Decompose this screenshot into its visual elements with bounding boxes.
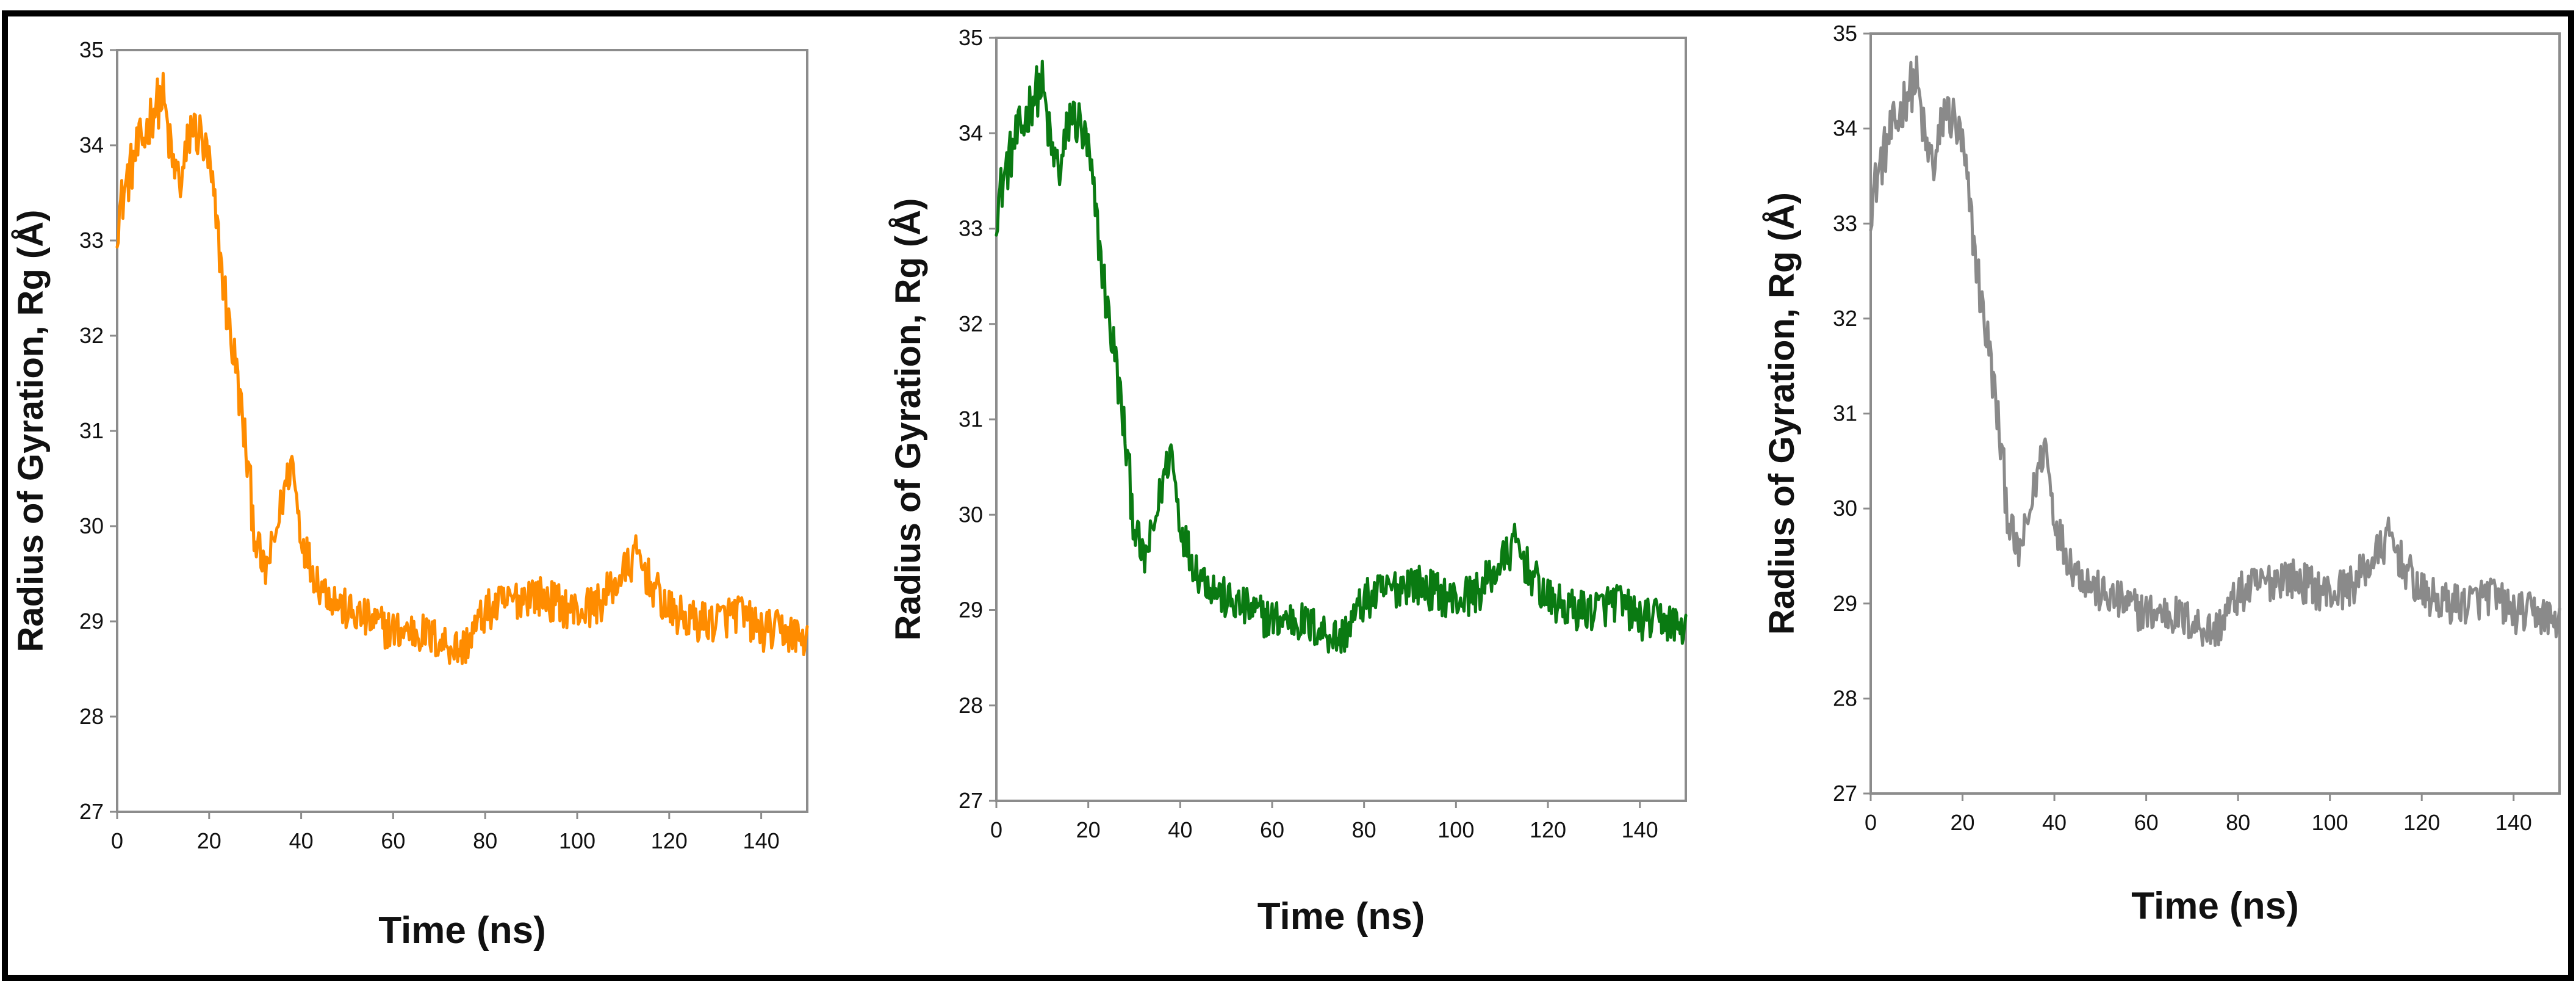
y-tick-label: 27 [959, 788, 983, 813]
x-tick-label: 120 [2403, 810, 2440, 835]
ticks-middle: 0 20 40 60 80 100 120 140 27 28 29 30 31 32 33 34 35 [959, 25, 1658, 842]
plot-area-middle [995, 37, 1687, 802]
x-tick-label: 40 [1168, 817, 1192, 842]
y-tick-label: 33 [1833, 211, 1857, 236]
x-tick-label: 100 [559, 828, 595, 853]
x-tick-label: 100 [2312, 810, 2348, 835]
x-tick-label: 0 [111, 828, 123, 853]
y-tick-label: 34 [79, 132, 104, 157]
y-tick-label: 29 [79, 609, 104, 634]
rg-series-left [115, 71, 809, 665]
y-axis-label-right: Radius of Gyration, Rg (Å) [1762, 192, 1802, 635]
x-tick-label: 20 [1076, 817, 1101, 842]
y-tick-label: 28 [959, 693, 983, 718]
y-tick-label: 30 [79, 513, 104, 538]
y-tick-label: 31 [959, 407, 983, 432]
y-tick-label: 29 [1833, 591, 1857, 616]
x-tick-label: 60 [381, 828, 405, 853]
chart-panel-right: 0 20 40 60 80 100 120 140 27 28 29 30 31 32 33 34 35 Tim… [1762, 21, 2561, 927]
x-tick-label: 40 [289, 828, 314, 853]
y-tick-label: 31 [79, 418, 104, 443]
x-tick-label: 140 [2495, 810, 2532, 835]
y-tick-label: 34 [959, 120, 983, 145]
y-tick-label: 28 [79, 704, 104, 729]
chart-panel-left: 0 20 40 60 80 100 120 140 27 28 29 30 31 32 33 34 35 Tim… [11, 37, 809, 952]
y-tick-label: 32 [79, 323, 104, 348]
x-tick-label: 80 [1352, 817, 1376, 842]
ticks-right: 0 20 40 60 80 100 120 140 27 28 29 30 31 32 33 34 35 [1833, 21, 2532, 835]
x-tick-label: 120 [1530, 817, 1566, 842]
x-tick-label: 80 [2226, 810, 2250, 835]
y-tick-label: 30 [1833, 496, 1857, 521]
y-axis-label-left: Radius of Gyration, Rg (Å) [11, 210, 51, 653]
plot-area-right [1869, 32, 2561, 795]
x-tick-label: 40 [2042, 810, 2067, 835]
y-tick-label: 32 [1833, 306, 1857, 331]
x-tick-label: 20 [1951, 810, 1975, 835]
y-tick-label: 34 [1833, 116, 1857, 141]
x-axis-label-left: Time (ns) [378, 909, 545, 952]
y-tick-label: 33 [79, 228, 104, 253]
y-tick-label: 35 [959, 25, 983, 50]
y-tick-label: 29 [959, 598, 983, 623]
y-tick-label: 35 [1833, 21, 1857, 46]
y-tick-label: 35 [79, 37, 104, 62]
y-tick-label: 27 [79, 799, 104, 824]
chart-panel-middle: 0 20 40 60 80 100 120 140 27 28 29 30 31 32 33 34 35 Tim… [888, 25, 1688, 938]
y-tick-label: 30 [959, 502, 983, 527]
x-axis-label-middle: Time (ns) [1257, 895, 1425, 938]
y-axis-label-middle: Radius of Gyration, Rg (Å) [888, 198, 928, 641]
rg-series-middle [995, 59, 1688, 654]
x-tick-label: 20 [197, 828, 221, 853]
x-tick-label: 100 [1437, 817, 1474, 842]
x-tick-label: 0 [990, 817, 1002, 842]
x-tick-label: 140 [1622, 817, 1658, 842]
x-tick-label: 140 [743, 828, 780, 853]
y-tick-label: 32 [959, 311, 983, 336]
figure-frame [2, 10, 2574, 981]
x-tick-label: 80 [473, 828, 497, 853]
x-tick-label: 0 [1865, 810, 1877, 835]
x-tick-label: 120 [651, 828, 688, 853]
x-axis-label-right: Time (ns) [2131, 885, 2298, 927]
y-tick-label: 27 [1833, 781, 1857, 806]
ticks-left: 0 20 40 60 80 100 120 140 27 28 29 30 31 32 33 34 35 [79, 37, 780, 853]
rg-series-right [1869, 55, 2561, 647]
x-tick-label: 60 [2134, 810, 2159, 835]
plot-area-left [116, 49, 808, 813]
y-tick-label: 28 [1833, 685, 1857, 710]
y-tick-label: 31 [1833, 401, 1857, 426]
x-tick-label: 60 [1260, 817, 1284, 842]
y-tick-label: 33 [959, 216, 983, 241]
